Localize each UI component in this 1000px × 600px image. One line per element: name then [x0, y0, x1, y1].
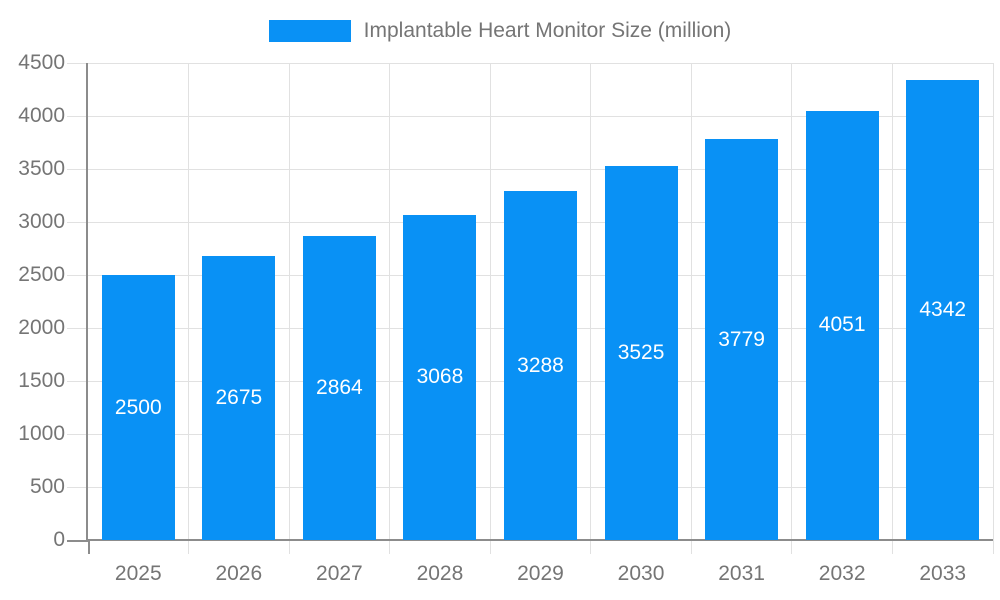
y-axis-label: 2500	[18, 263, 65, 286]
x-axis-label: 2029	[517, 562, 564, 585]
bar-2031[interactable]: 3779	[705, 139, 779, 540]
y-tick-icon	[67, 274, 88, 276]
x-axis-label: 2028	[416, 562, 464, 585]
y-gridline	[88, 62, 993, 64]
y-axis-label: 500	[29, 475, 65, 498]
bar-value-label: 4051	[818, 313, 866, 337]
bar-value-label: 2864	[316, 376, 363, 400]
x-tick-icon	[791, 540, 793, 554]
bar-2025[interactable]: 2500	[101, 275, 175, 540]
y-tick-icon	[67, 62, 88, 64]
x-gridline	[389, 63, 391, 540]
x-axis-label: 2026	[215, 562, 263, 585]
x-axis-label: 2030	[617, 562, 665, 585]
x-tick-icon	[590, 540, 592, 554]
x-tick-icon	[288, 540, 290, 554]
y-axis-label: 1500	[18, 369, 65, 392]
bar-value-label: 3288	[517, 353, 564, 377]
y-tick-icon	[67, 115, 88, 117]
y-tick-icon	[67, 539, 88, 542]
x-gridline	[992, 63, 994, 540]
y-axis-label: 4000	[18, 104, 65, 127]
y-tick-icon	[67, 433, 88, 435]
y-gridline	[88, 115, 993, 117]
legend-swatch-icon	[268, 20, 351, 42]
bar-2028[interactable]: 3068	[403, 214, 477, 540]
bar-2033[interactable]: 4342	[906, 79, 980, 540]
x-tick-icon	[489, 540, 491, 554]
x-tick-icon	[690, 540, 692, 554]
y-tick-icon	[67, 380, 88, 382]
y-axis-line	[86, 63, 88, 542]
x-gridline	[188, 63, 190, 540]
x-axis-label: 2033	[919, 562, 967, 585]
y-axis-label: 4500	[18, 51, 65, 74]
y-axis-label: 0	[53, 528, 65, 551]
bar-value-label: 2500	[114, 395, 162, 419]
x-tick-icon	[188, 540, 190, 554]
x-tick-icon	[992, 540, 994, 554]
x-axis-line	[88, 539, 993, 541]
x-tick-icon	[389, 540, 391, 554]
y-tick-icon	[67, 168, 88, 170]
bar-2026[interactable]: 2675	[202, 256, 276, 540]
bar-value-label: 3068	[416, 365, 464, 389]
x-gridline	[590, 63, 592, 540]
bar-2027[interactable]: 2864	[302, 236, 376, 540]
y-tick-icon	[67, 221, 88, 223]
x-gridline	[690, 63, 692, 540]
x-gridline	[288, 63, 290, 540]
x-axis-label: 2032	[818, 562, 866, 585]
y-axis-label: 3500	[18, 157, 65, 180]
x-axis-label: 2031	[718, 562, 765, 585]
y-tick-icon	[67, 486, 88, 488]
bar-2029[interactable]: 3288	[504, 191, 577, 540]
x-gridline	[489, 63, 491, 540]
x-gridline	[891, 63, 893, 540]
y-axis-label: 1000	[18, 422, 65, 445]
legend-label: Implantable Heart Monitor Size (million)	[363, 19, 732, 42]
x-tick-icon	[87, 540, 90, 554]
x-tick-icon	[891, 540, 893, 554]
y-tick-icon	[67, 327, 88, 329]
bar-value-label: 3779	[718, 327, 765, 351]
x-axis-label: 2025	[114, 562, 162, 585]
x-gridline	[791, 63, 793, 540]
y-axis-label: 2000	[18, 316, 65, 339]
bar-2030[interactable]: 3525	[604, 166, 678, 540]
bar-2032[interactable]: 4051	[805, 110, 879, 540]
bar-value-label: 3525	[617, 341, 665, 365]
x-axis-label: 2027	[316, 562, 363, 585]
y-gridline	[88, 168, 993, 170]
bar-value-label: 2675	[215, 386, 263, 410]
legend[interactable]: Implantable Heart Monitor Size (million)	[0, 19, 1000, 43]
y-axis-label: 3000	[18, 210, 65, 233]
bar-value-label: 4342	[919, 297, 967, 321]
